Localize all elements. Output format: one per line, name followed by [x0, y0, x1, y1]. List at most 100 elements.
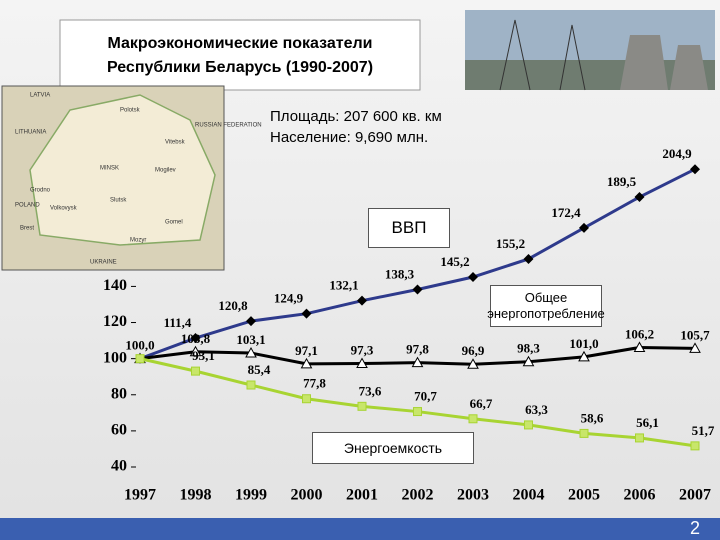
map [1, 85, 225, 271]
y-tick-label: 140 [103, 277, 127, 294]
point [523, 253, 534, 264]
value-label: 111,4 [164, 315, 192, 330]
value-label: 70,7 [414, 389, 437, 404]
point [301, 308, 312, 319]
x-tick-label: 2002 [402, 487, 434, 504]
x-tick-label: 2000 [291, 487, 323, 504]
x-tick-label: 2006 [624, 487, 656, 504]
map-label: Mogilev [155, 168, 176, 174]
value-label: 77,8 [303, 376, 326, 391]
x-tick-label: 1997 [124, 487, 156, 504]
value-label: 100,0 [125, 338, 154, 353]
y-tick-label: 120 [103, 313, 127, 330]
point [357, 401, 367, 411]
value-label: 120,8 [218, 298, 248, 313]
x-tick-label: 2005 [568, 487, 600, 504]
point [357, 295, 367, 306]
value-label: 97,8 [406, 342, 429, 357]
value-label: 106,2 [625, 326, 654, 341]
point [524, 420, 533, 430]
value-label: 145,2 [440, 254, 469, 269]
point [190, 333, 201, 344]
value-label: 73,6 [359, 383, 382, 398]
value-label: 155,2 [496, 236, 525, 251]
value-label: 93,1 [192, 348, 215, 363]
map-label: Mozyr [130, 238, 146, 244]
y-tick-label: 80 [111, 385, 127, 402]
point [300, 357, 313, 369]
value-label: 98,3 [517, 341, 540, 356]
point [245, 347, 257, 358]
point [579, 428, 589, 438]
value-label: 105,7 [680, 327, 710, 342]
title-box [59, 19, 421, 91]
point [578, 350, 590, 362]
x-tick-label: 1999 [235, 487, 267, 504]
map-label: UKRAINE [90, 260, 117, 266]
value-label: 101,0 [569, 336, 598, 351]
point [413, 407, 422, 417]
x-tick-label: 1998 [180, 487, 212, 504]
value-label: 103,1 [236, 332, 265, 347]
y-tick-label: 100 [103, 349, 127, 366]
title-line: Республики Беларусь (1990-2007) [107, 59, 373, 76]
point [246, 380, 256, 390]
map-label: Polotsk [120, 108, 141, 114]
point [579, 222, 589, 233]
point [690, 441, 700, 451]
series-label: Общее энергопотребление [487, 285, 605, 327]
point [246, 316, 256, 327]
point [635, 433, 644, 443]
map-label: Vitebsk [165, 140, 186, 146]
series-label: Энергоемкость [312, 432, 474, 464]
x-tick-label: 2001 [346, 487, 378, 504]
map-label: POLAND [15, 203, 40, 209]
area: Площадь: 207 600 кв. км [270, 108, 442, 125]
title-line: Макроэкономические показатели [107, 35, 372, 52]
value-label: 132,1 [329, 278, 358, 293]
page-number: 2 [690, 518, 700, 538]
point [689, 342, 701, 353]
photo [465, 10, 715, 91]
value-label: 103,8 [181, 331, 211, 346]
value-label: 97,3 [351, 343, 374, 358]
point [468, 272, 478, 283]
point [302, 394, 311, 404]
footer-bar [0, 518, 720, 540]
point [411, 356, 424, 368]
value-label: 96,9 [462, 343, 485, 358]
point [522, 355, 535, 367]
value-label: 204,9 [662, 146, 692, 161]
value-label: 85,4 [248, 362, 271, 377]
value-label: 63,3 [525, 402, 548, 417]
map-label: Gomel [165, 220, 183, 226]
value-label: 58,6 [581, 410, 604, 425]
population: Население: 9,690 млн. [270, 129, 428, 146]
point [468, 414, 478, 424]
value-label: 51,7 [692, 423, 715, 438]
map-label: LITHUANIA [15, 130, 46, 136]
map-label: Brest [20, 226, 34, 232]
point [356, 357, 368, 369]
x-tick-label: 2004 [513, 487, 545, 504]
value-label: 66,7 [470, 396, 493, 411]
y-tick-label: 40 [111, 458, 127, 475]
map-label: LATVIA [30, 93, 50, 99]
x-tick-label: 2003 [457, 487, 489, 504]
y-tick-label: 60 [111, 422, 127, 439]
map-label: Grodno [30, 188, 51, 194]
value-label: 138,3 [385, 266, 415, 281]
value-label: 97,1 [295, 343, 318, 358]
point [690, 164, 700, 175]
point [467, 358, 479, 369]
point [633, 341, 646, 352]
map-label: RUSSIAN FEDERATION [195, 123, 262, 129]
map-label: MINSK [100, 166, 119, 172]
series-label: ВВП [368, 208, 450, 248]
point [189, 345, 202, 357]
point [634, 192, 645, 203]
map-label: Volkovysk [50, 206, 78, 212]
x-tick-label: 2007 [679, 487, 711, 504]
